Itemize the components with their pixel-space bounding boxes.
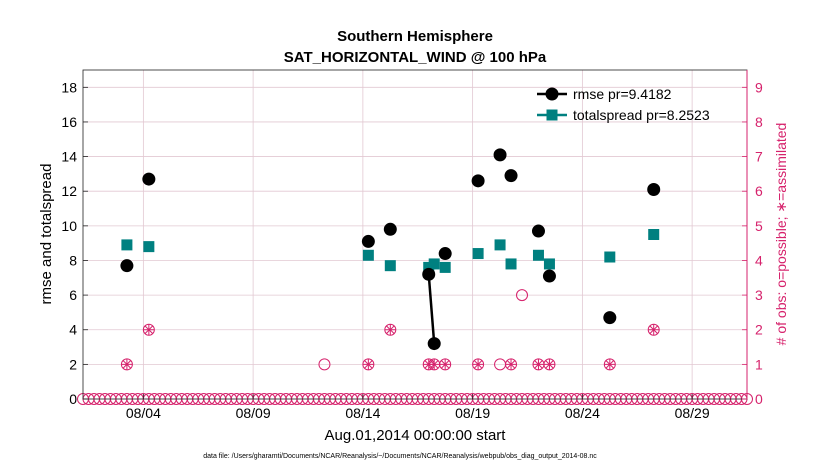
- totalspread-point: [121, 239, 133, 251]
- totalspread-point: [472, 248, 484, 260]
- x-tick-label: 08/24: [565, 405, 600, 421]
- totalspread-point: [505, 258, 517, 270]
- y-tick-label-right: 9: [755, 79, 763, 95]
- chart-title-line-1: Southern Hemisphere: [337, 28, 493, 45]
- y-axis-label-left: rmse and totalspread: [38, 164, 55, 305]
- obs-assimilated-marker: [121, 358, 133, 370]
- y-tick-label-right: 5: [755, 218, 763, 234]
- obs-possible-marker: [318, 358, 331, 371]
- y-tick-label-right: 0: [755, 391, 763, 407]
- totalspread-point: [494, 239, 506, 251]
- rmse-point: [361, 234, 375, 248]
- plot-area: [77, 69, 753, 405]
- obs-assimilated-spoke: [440, 360, 450, 369]
- y-tick-label-right: 8: [755, 114, 763, 130]
- obs-assimilated-spoke: [429, 360, 439, 369]
- totalspread-point: [648, 229, 660, 240]
- rmse-point: [438, 247, 452, 261]
- totalspread-point: [428, 258, 440, 270]
- rmse-point: [422, 267, 436, 281]
- rmse-point: [493, 148, 507, 162]
- obs-assimilated-marker: [143, 324, 155, 336]
- rmse-point: [142, 172, 156, 186]
- y-axis-label-right: # of obs: o=possible; ∗=assimilated: [773, 123, 789, 346]
- y-tick-label-right: 2: [755, 322, 763, 338]
- x-tick-label: 08/14: [345, 405, 380, 421]
- obs-assimilated-spoke: [605, 360, 615, 369]
- x-axis-label: Aug.01,2014 00:00:00 start: [325, 427, 507, 444]
- totalspread-point: [532, 249, 544, 261]
- rmse-point: [427, 337, 441, 351]
- totalspread-point: [543, 258, 555, 270]
- axes: 08/04 08/09 08/14 08/19 08/24 08/290246810121…: [61, 70, 763, 421]
- y-tick-label-left: 6: [69, 287, 77, 303]
- obs-possible-marker: [516, 289, 529, 302]
- y-tick-label-left: 0: [69, 391, 77, 407]
- totalspread-point: [439, 261, 451, 273]
- obs-assimilated-spoke: [364, 360, 373, 369]
- totalspread-point: [362, 249, 374, 261]
- x-tick-label: 08/29: [675, 405, 710, 421]
- rmse-point: [504, 169, 518, 183]
- legend-marker-rmse: [545, 87, 559, 101]
- rmse-line: [427, 274, 436, 344]
- y-tick-label-left: 8: [69, 252, 77, 268]
- y-tick-label-left: 16: [61, 114, 77, 130]
- obs-assimilated-marker: [472, 358, 484, 370]
- obs-assimilated-marker: [505, 358, 517, 370]
- x-tick-label: 08/19: [455, 405, 490, 421]
- y-tick-label-left: 18: [61, 79, 77, 95]
- plot-background: [83, 70, 747, 399]
- obs-assimilated-marker: [543, 358, 555, 370]
- obs-assimilated-spoke: [534, 360, 543, 369]
- y-tick-label-left: 14: [61, 149, 77, 165]
- rmse-point: [120, 259, 134, 273]
- rmse-point: [603, 311, 617, 325]
- y-tick-label-left: 2: [69, 356, 77, 372]
- legend-label: totalspread pr=8.2523: [573, 107, 710, 123]
- obs-assimilated-marker: [428, 358, 440, 370]
- y-tick-label-right: 7: [755, 149, 763, 165]
- obs-assimilated-spoke: [473, 360, 483, 369]
- obs-assimilated-marker: [648, 324, 660, 336]
- obs-assimilated-spoke: [649, 325, 658, 334]
- totalspread-point: [143, 241, 155, 253]
- totalspread-point: [604, 251, 616, 263]
- obs-assimilated-marker: [532, 358, 544, 370]
- y-tick-label-left: 12: [61, 183, 77, 199]
- y-tick-label-left: 10: [61, 218, 77, 234]
- obs-assimilated-spoke: [144, 325, 154, 334]
- y-tick-label-right: 6: [755, 183, 763, 199]
- obs-assimilated-marker: [362, 358, 374, 370]
- obs-assimilated-spoke: [506, 360, 516, 369]
- obs-assimilated-marker: [439, 358, 451, 370]
- rmse-point: [647, 182, 661, 196]
- obs-assimilated-marker: [604, 358, 616, 370]
- y-tick-label-left: 4: [69, 322, 77, 338]
- legend-marker-totalspread: [546, 109, 558, 121]
- y-tick-label-right: 3: [755, 287, 763, 303]
- obs-assimilated-spoke: [386, 325, 395, 334]
- obs-assimilated-spoke: [545, 360, 554, 369]
- rmse-point: [471, 174, 485, 188]
- legend-label: rmse pr=9.4182: [573, 86, 672, 102]
- legend: rmse pr=9.4182 totalspread pr=8.2523: [537, 86, 710, 123]
- y-tick-label-right: 1: [755, 356, 763, 372]
- chart-title-line-2: SAT_HORIZONTAL_WIND @ 100 hPa: [284, 49, 547, 66]
- x-tick-label: 08/09: [236, 405, 271, 421]
- rmse-point: [542, 269, 556, 283]
- rmse-point: [383, 222, 397, 236]
- rmse-point: [531, 224, 545, 238]
- data-file-note: data file: /Users/gharamti/Documents/NCA…: [203, 453, 597, 460]
- y-tick-label-right: 4: [755, 252, 763, 268]
- totalspread-point: [384, 260, 396, 272]
- x-tick-label: 08/04: [126, 405, 161, 421]
- obs-assimilated-marker: [384, 324, 396, 336]
- obs-assimilated-spoke: [122, 360, 132, 369]
